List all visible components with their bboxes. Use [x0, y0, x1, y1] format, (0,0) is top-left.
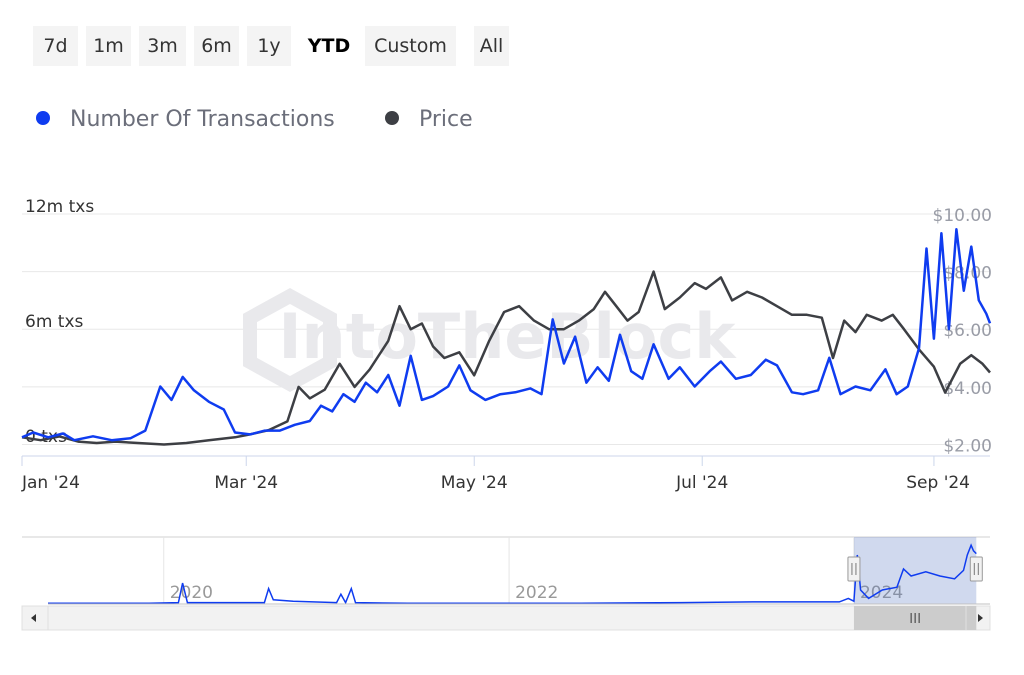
navigator-series-line — [48, 543, 977, 605]
legend-item-transactions[interactable]: Number Of Transactions — [36, 102, 335, 138]
legend-dot-price — [385, 111, 399, 125]
range-button-ytd[interactable]: YTD — [299, 26, 359, 66]
range-button-all[interactable]: All — [474, 26, 509, 66]
scrollbar-thumb[interactable] — [853, 606, 977, 630]
x-axis-tick-label: Jul '24 — [675, 473, 728, 493]
y-left-tick-label: 6m txs — [25, 312, 84, 332]
range-button-1y[interactable]: 1y — [247, 26, 291, 66]
navigator-tick-label: 2024 — [860, 583, 903, 603]
x-axis-tick-label: Jan '24 — [21, 473, 80, 493]
navigator-tick-label: 2022 — [515, 583, 558, 603]
y-right-tick-label: $8.00 — [943, 264, 992, 284]
y-right-tick-label: $4.00 — [943, 379, 992, 399]
x-axis-tick-label: Mar '24 — [214, 473, 278, 493]
watermark-logo-icon — [243, 288, 337, 392]
y-right-tick-label: $2.00 — [943, 436, 992, 456]
legend-label-price: Price — [419, 107, 473, 132]
range-button-6m[interactable]: 6m — [194, 26, 239, 66]
y-right-tick-label: $6.00 — [943, 321, 992, 341]
range-button-3m[interactable]: 3m — [139, 26, 186, 66]
series-line-price — [21, 270, 991, 446]
x-axis-tick-label: Sep '24 — [906, 473, 970, 493]
navigator-tick-label: 2020 — [170, 583, 213, 603]
y-left-tick-label: 0 txs — [25, 427, 67, 447]
y-left-tick-label: 12m txs — [25, 197, 94, 217]
navigator-handle-right[interactable] — [969, 556, 983, 582]
legend-label-transactions: Number Of Transactions — [70, 107, 335, 132]
navigator-selection — [853, 537, 977, 604]
range-button-1m[interactable]: 1m — [86, 26, 131, 66]
legend-item-price[interactable]: Price — [385, 102, 473, 138]
series-line-transactions — [21, 228, 992, 442]
legend-dot-transactions — [36, 111, 50, 125]
scrollbar-track[interactable] — [21, 605, 991, 631]
navigator-handle-left[interactable] — [847, 556, 861, 582]
watermark: IntoTheBlock — [278, 300, 737, 373]
y-right-tick-label: $10.00 — [933, 206, 992, 226]
x-axis-tick-label: May '24 — [441, 473, 508, 493]
range-button-7d[interactable]: 7d — [33, 26, 78, 66]
scroll-right-arrow-icon[interactable] — [978, 614, 983, 622]
range-button-custom[interactable]: Custom — [365, 26, 456, 66]
scroll-left-arrow-icon[interactable] — [31, 614, 36, 622]
